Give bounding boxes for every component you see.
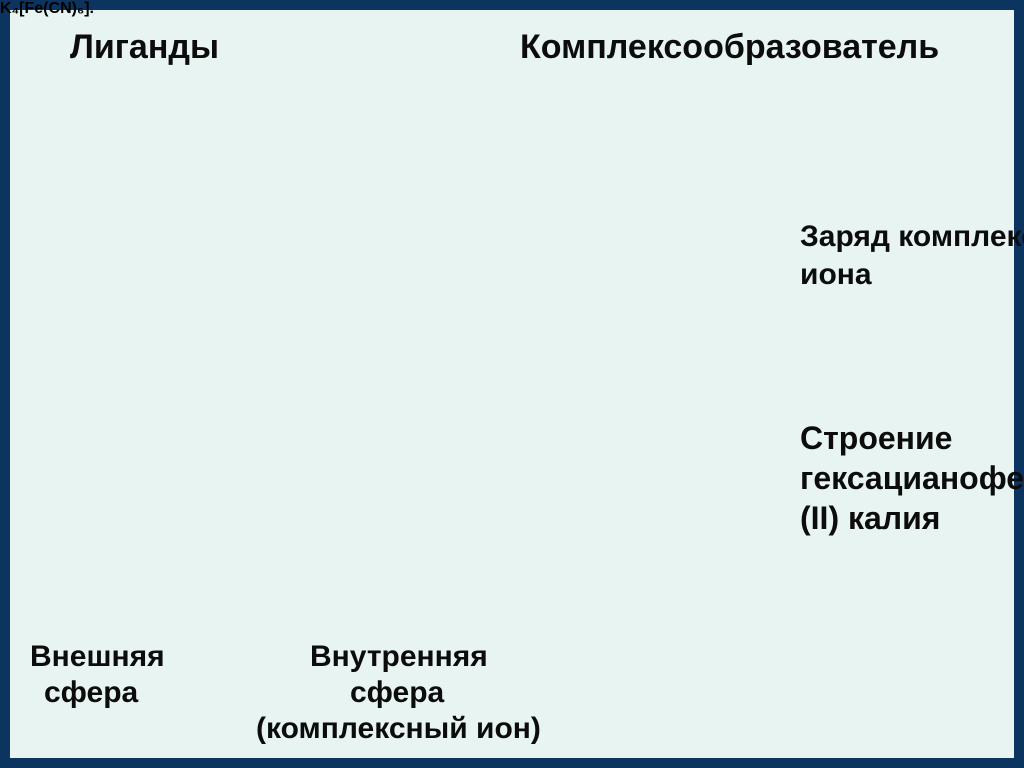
caption-line-3: (II) калия bbox=[800, 500, 940, 537]
label-outer-sphere-1: Внешняя bbox=[30, 640, 165, 674]
frame-left bbox=[0, 0, 10, 768]
label-inner-sphere-1: Внутренняя bbox=[310, 640, 488, 674]
caption-line-1: Строение bbox=[800, 420, 952, 457]
label-outer-sphere-2: сфера bbox=[44, 676, 138, 710]
frame-top bbox=[0, 0, 1024, 10]
caption-line-2: гексацианоферрат bbox=[800, 460, 1024, 497]
label-ligands: Лиганды bbox=[70, 28, 219, 67]
frame-bottom bbox=[0, 758, 1024, 768]
label-complex-former: Комплексообразователь bbox=[520, 28, 939, 67]
label-inner-sphere-3: (комплексный ион) bbox=[256, 712, 541, 746]
label-ion-charge-l2: иона bbox=[800, 258, 872, 292]
label-ion-charge-l1: Заряд комплексно bbox=[800, 220, 1024, 254]
frame-right bbox=[1014, 0, 1024, 768]
caption-formula: K₄[Fe(CN)₆]. bbox=[0, 0, 94, 18]
label-inner-sphere-2: сфера bbox=[350, 676, 444, 710]
